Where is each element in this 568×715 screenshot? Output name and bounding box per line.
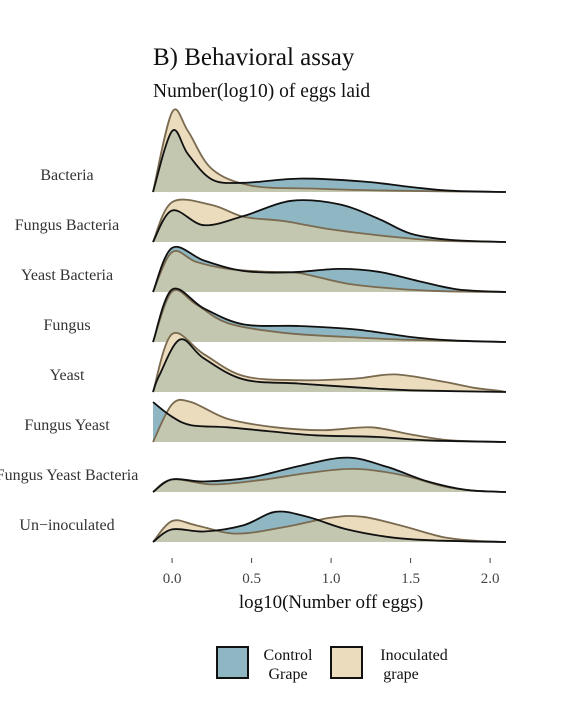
legend-swatch-inoculated [330,646,363,679]
category-label-yeast-bacteria: Yeast Bacteria [21,267,113,284]
overlap-area-fungus-yeast [153,402,506,442]
overlap-area-bacteria [153,129,506,192]
category-label-fungus-yeast-bacteria: Fungus Yeast Bacteria [0,467,138,484]
category-label-fungus-yeast: Fungus Yeast [24,417,110,434]
control-line-yeast-bacteria [152,245,507,293]
category-label-fungus: Fungus [43,317,90,334]
x-tick-label: 2.0 [481,571,500,587]
legend-label-inoculated-line1: Inoculated [380,647,448,664]
legend-label-inoculated-line2: grape [383,666,419,683]
ridges-group [152,108,507,543]
inoculated-line-fungus-bacteria [152,198,507,243]
chart-subtitle: Number(log10) of eggs laid [153,81,370,102]
overlap-area-fungus [153,289,506,342]
x-axis-ticks: 0.0 0.5 1.0 1.5 2.0 [163,558,500,587]
legend-label-control-line1: Control [264,647,313,664]
legend: Control Grape Inoculated grape [216,646,448,683]
category-label-fungus-bacteria: Fungus Bacteria [15,217,119,234]
control-line-fungus-yeast-bacteria [152,456,507,493]
x-tick-label: 0.5 [242,571,261,587]
ridge-yeast-bacteria [152,245,507,293]
control-line-fungus [152,287,507,343]
legend-label-control-line2: Grape [268,666,307,683]
ridge-fungus-yeast [152,398,507,443]
category-labels: Bacteria Fungus Bacteria Yeast Bacteria Fun… [0,167,138,534]
ridge-fungus [152,287,507,343]
category-label-bacteria: Bacteria [40,167,93,184]
inoculated-line-bacteria [152,108,507,193]
x-axis-label: log10(Number off eggs) [239,592,423,613]
control-line-fungus-bacteria [152,199,507,243]
ridge-fungus-bacteria [152,198,507,243]
control-line-fungus-yeast [152,401,507,443]
ridge-bacteria [152,108,507,193]
control-line-yeast [152,338,507,393]
x-tick-label: 1.5 [401,571,420,587]
overlap-area-yeast-bacteria [153,250,506,292]
inoculated-line-fungus [152,289,507,343]
ridge-un-inoculated [152,510,507,543]
inoculated-line-un-inoculated [152,515,507,543]
category-label-un-inoculated: Un−inoculated [19,517,114,534]
control-line-bacteria [152,129,507,193]
inoculated-line-yeast [152,331,507,393]
overlap-area-fungus-yeast-bacteria [153,468,506,492]
category-label-yeast: Yeast [50,367,85,384]
control-line-un-inoculated [152,510,507,543]
ridge-yeast [152,331,507,393]
x-tick-label: 0.0 [163,571,182,587]
x-tick-label: 1.0 [322,571,341,587]
inoculated-line-fungus-yeast [152,398,507,443]
chart-title: B) Behavioral assay [153,44,355,71]
legend-swatch-control [216,646,249,679]
overlap-area-fungus-bacteria [153,200,506,242]
ridge-fungus-yeast-bacteria [152,456,507,493]
